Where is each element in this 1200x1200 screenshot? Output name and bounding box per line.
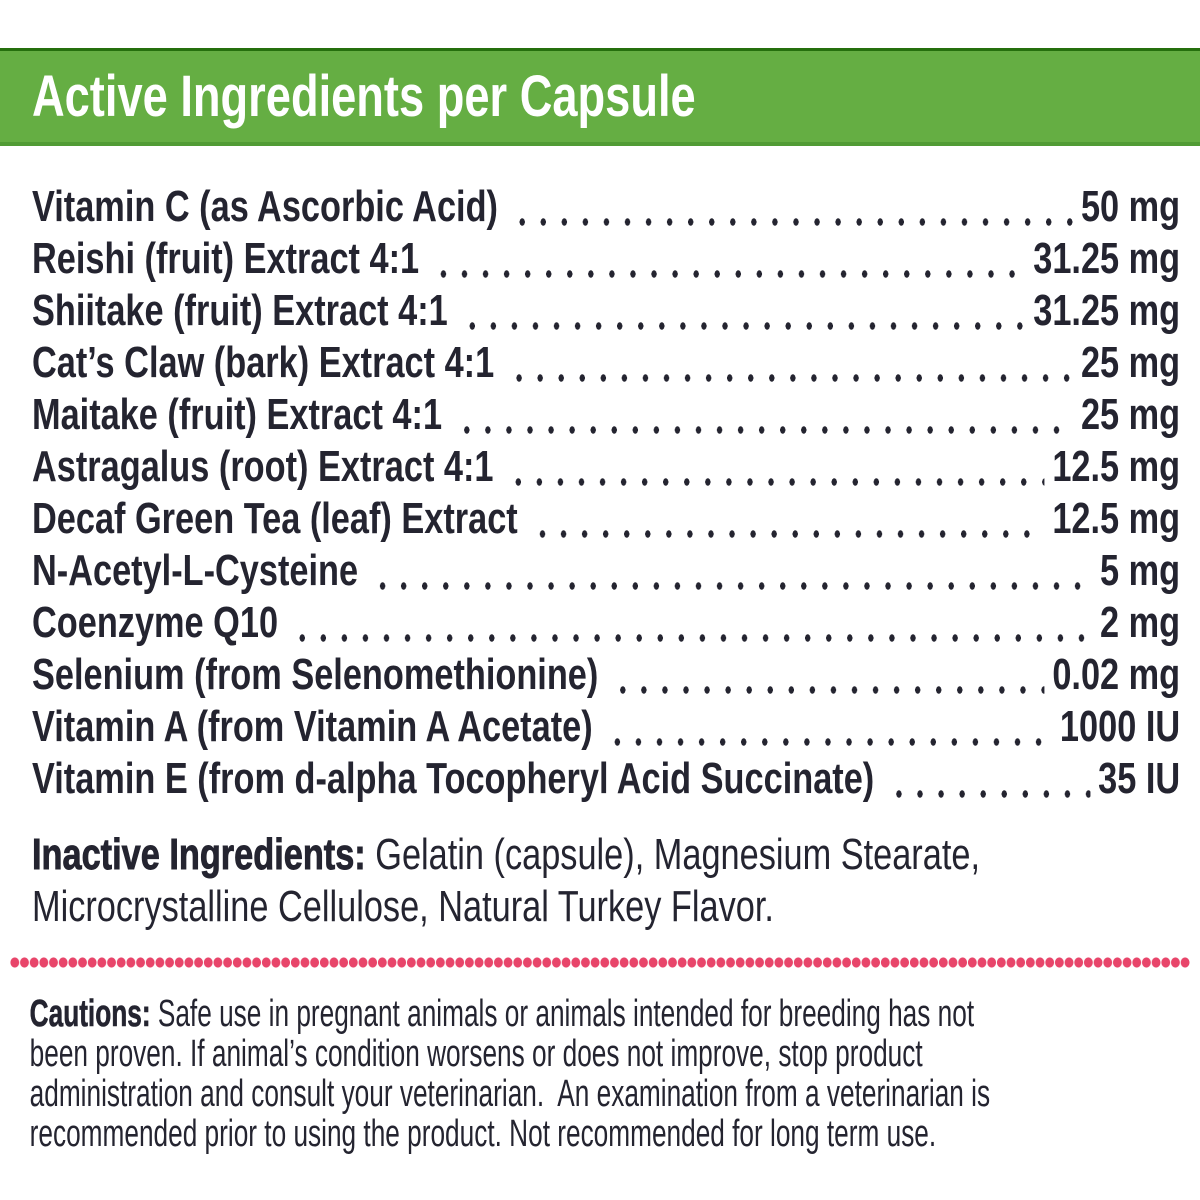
ingredient-amount: 25 mg [1080, 338, 1181, 387]
inactive-ingredients-text: Gelatin (capsule), Magnesium Stearate, [365, 830, 980, 879]
dotted-separator-line [10, 957, 1190, 968]
top-margin [0, 0, 1200, 48]
page-title: Active Ingredients per Capsule [31, 64, 696, 129]
ingredient-amount: 0.02 mg [1052, 650, 1181, 699]
ingredient-amount: 50 mg [1080, 182, 1181, 231]
ingredient-row: Vitamin E (from d-alpha Tocopheryl Acid … [32, 753, 1180, 805]
dot-leader [457, 285, 1026, 337]
cautions-line: administration and consult your veterina… [29, 1073, 991, 1115]
ingredient-row: Reishi (fruit) Extract 4:1 31.25 mg [32, 233, 1180, 285]
cautions-line: been proven. If animal’s condition worse… [29, 1033, 923, 1075]
ingredient-amount: 12.5 mg [1052, 494, 1181, 543]
ingredient-row: Selenium (from Selenomethionine) 0.02 mg [32, 649, 1180, 701]
ingredient-name: Vitamin A (from Vitamin A Acetate) [31, 702, 593, 751]
cautions-label: Cautions: [29, 993, 151, 1035]
ingredient-name: Maitake (fruit) Extract 4:1 [31, 390, 443, 439]
ingredient-name: Coenzyme Q10 [31, 598, 279, 647]
ingredient-name: Vitamin E (from d-alpha Tocopheryl Acid … [31, 754, 875, 803]
ingredient-row: Coenzyme Q10 2 mg [32, 597, 1180, 649]
ingredients-list: Vitamin C (as Ascorbic Acid) 50 mg Reish… [0, 181, 1200, 805]
ingredient-amount: 5 mg [1100, 546, 1181, 595]
ingredient-row: Decaf Green Tea (leaf) Extract 12.5 mg [32, 493, 1180, 545]
ingredient-row: Maitake (fruit) Extract 4:1 25 mg [32, 389, 1180, 441]
dot-leader [602, 701, 1053, 753]
dot-leader [527, 493, 1045, 545]
ingredient-amount: 31.25 mg [1033, 286, 1181, 335]
ingredient-amount: 25 mg [1080, 390, 1181, 439]
ingredient-row: Astragalus (root) Extract 4:1 12.5 mg [32, 441, 1180, 493]
inactive-ingredients-label: Inactive Ingredients: [31, 830, 366, 880]
ingredient-amount: 31.25 mg [1033, 234, 1181, 283]
ingredient-amount: 1000 IU [1059, 702, 1181, 751]
dot-leader [883, 753, 1091, 805]
ingredient-row: Vitamin A (from Vitamin A Acetate) 1000 … [32, 701, 1180, 753]
ingredient-name: N-Acetyl-L-Cysteine [31, 546, 359, 595]
ingredient-row: N-Acetyl-L-Cysteine 5 mg [32, 545, 1180, 597]
dot-leader [287, 597, 1093, 649]
header-bar: Active Ingredients per Capsule [0, 48, 1200, 146]
ingredient-name: Cat’s Claw (bark) Extract 4:1 [31, 338, 495, 387]
inactive-ingredients-line: Microcrystalline Cellulose, Natural Turk… [31, 882, 774, 931]
inactive-ingredients-line: Inactive Ingredients: Gelatin (capsule),… [32, 829, 1200, 881]
dot-leader [451, 389, 1074, 441]
cautions-line: Cautions: Safe use in pregnant animals o… [29, 993, 1200, 1035]
dot-leader [428, 233, 1026, 285]
ingredient-name: Vitamin C (as Ascorbic Acid) [31, 182, 498, 231]
ingredient-row: Shiitake (fruit) Extract 4:1 31.25 mg [32, 285, 1180, 337]
ingredient-row: Cat’s Claw (bark) Extract 4:1 25 mg [32, 337, 1180, 389]
cautions-text: Safe use in pregnant animals or animals … [150, 993, 975, 1035]
ingredient-name: Reishi (fruit) Extract 4:1 [31, 234, 420, 283]
ingredient-name: Decaf Green Tea (leaf) Extract [31, 494, 518, 543]
dot-leader [503, 337, 1074, 389]
ingredient-amount: 2 mg [1100, 598, 1181, 647]
dot-leader [607, 649, 1045, 701]
ingredient-name: Shiitake (fruit) Extract 4:1 [31, 286, 448, 335]
inactive-ingredients-section: Inactive Ingredients: Gelatin (capsule),… [0, 829, 1200, 933]
ingredient-row: Vitamin C (as Ascorbic Acid) 50 mg [32, 181, 1180, 233]
dot-leader [502, 441, 1045, 493]
dot-leader [367, 545, 1093, 597]
ingredient-name: Astragalus (root) Extract 4:1 [31, 442, 494, 491]
cautions-section: Cautions: Safe use in pregnant animals o… [0, 994, 1200, 1154]
cautions-line: recommended prior to using the product. … [29, 1113, 937, 1155]
ingredient-amount: 35 IU [1098, 754, 1181, 803]
dot-leader [507, 181, 1074, 233]
ingredient-amount: 12.5 mg [1052, 442, 1181, 491]
ingredient-name: Selenium (from Selenomethionine) [31, 650, 599, 699]
